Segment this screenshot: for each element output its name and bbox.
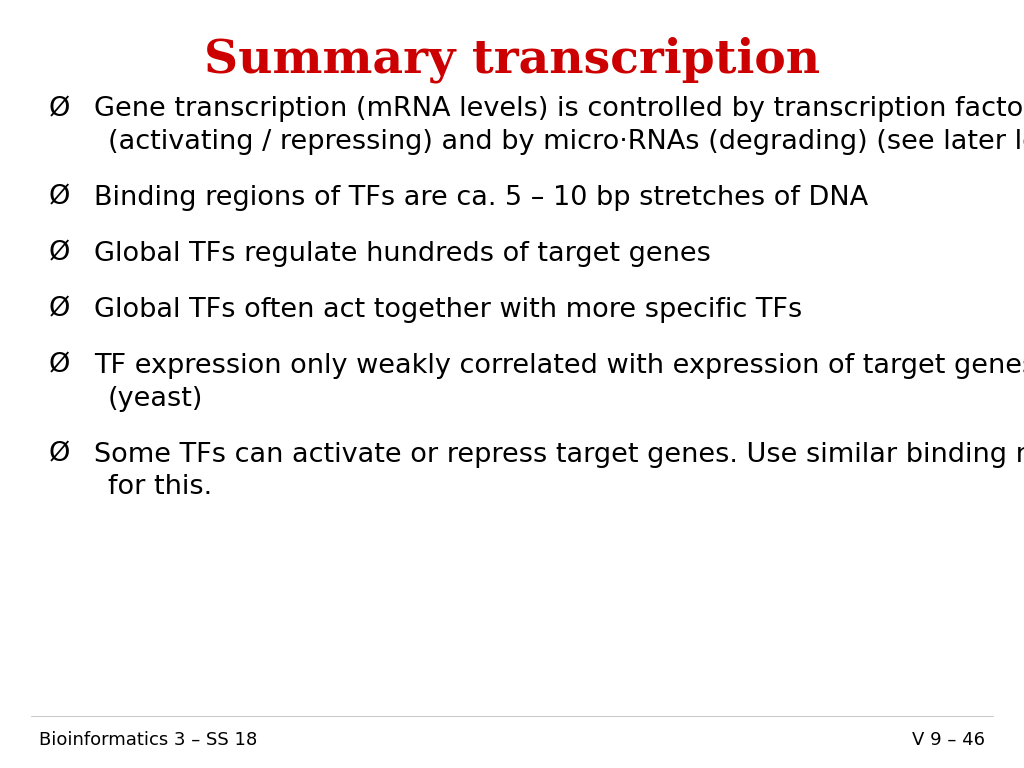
Text: (activating / repressing) and by micro·RNAs (degrading) (see later lecture): (activating / repressing) and by micro·R… <box>108 129 1024 154</box>
Text: (yeast): (yeast) <box>108 386 203 412</box>
Text: Some TFs can activate or repress target genes. Use similar binding motifs: Some TFs can activate or repress target … <box>94 442 1024 468</box>
Text: V 9 – 46: V 9 – 46 <box>912 731 985 749</box>
Text: Bioinformatics 3 – SS 18: Bioinformatics 3 – SS 18 <box>39 731 257 749</box>
Text: Ø: Ø <box>49 442 71 468</box>
Text: Ø: Ø <box>49 353 71 379</box>
Text: Global TFs regulate hundreds of target genes: Global TFs regulate hundreds of target g… <box>94 241 711 266</box>
Text: Ø: Ø <box>49 185 71 210</box>
Text: Ø: Ø <box>49 296 71 323</box>
Text: Gene transcription (mRNA levels) is controlled by transcription factors: Gene transcription (mRNA levels) is cont… <box>94 96 1024 122</box>
Text: for this.: for this. <box>108 475 212 500</box>
Text: Binding regions of TFs are ca. 5 – 10 bp stretches of DNA: Binding regions of TFs are ca. 5 – 10 bp… <box>94 185 868 210</box>
Text: TF expression only weakly correlated with expression of target genes: TF expression only weakly correlated wit… <box>94 353 1024 379</box>
Text: Summary transcription: Summary transcription <box>204 37 820 84</box>
Text: Ø: Ø <box>49 96 71 122</box>
Text: Global TFs often act together with more specific TFs: Global TFs often act together with more … <box>94 296 803 323</box>
Text: Ø: Ø <box>49 241 71 266</box>
